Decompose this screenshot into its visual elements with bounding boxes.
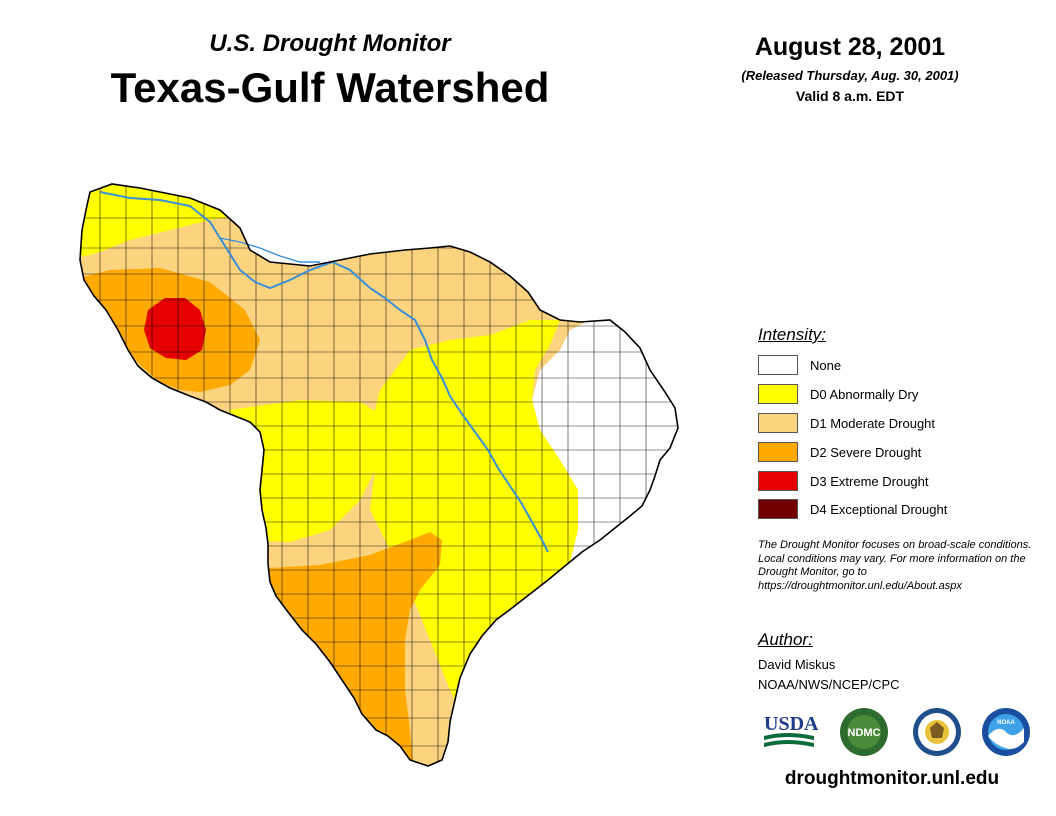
legend-swatch (758, 471, 798, 491)
legend-label: D0 Abnormally Dry (810, 387, 919, 402)
legend-label: D4 Exceptional Drought (810, 502, 948, 517)
legend-swatch (758, 499, 798, 519)
usda-logo-text: USDA (764, 713, 819, 735)
legend-swatch (758, 442, 798, 462)
usda-logo: USDA (764, 713, 819, 747)
legend-label: D3 Extreme Drought (810, 474, 929, 489)
drought-areas (80, 184, 678, 766)
legend-title: Intensity: (758, 325, 827, 344)
legend-label: None (810, 358, 842, 373)
ndmc-logo: NDMC (840, 708, 888, 756)
author-heading: Author: (758, 630, 813, 649)
drought-map (79, 183, 679, 767)
partner-logos: USDA NDMC NOAA (764, 708, 1030, 756)
river-tributary (219, 237, 320, 263)
ndmc-logo-text: NDMC (848, 727, 881, 739)
commerce-seal-icon (913, 708, 961, 756)
legend-label: D2 Severe Drought (810, 445, 922, 460)
disclaimer-note: The Drought Monitor focuses on broad-sca… (758, 539, 1032, 592)
legend-label: D1 Moderate Drought (810, 416, 936, 431)
map-date: August 28, 2001 (754, 33, 946, 61)
author-organization: NOAA/NWS/NCEP/CPC (758, 677, 900, 692)
noaa-logo: NOAA (982, 708, 1030, 756)
website-url[interactable]: droughtmonitor.unl.edu (784, 768, 1000, 789)
author-name: David Miskus (758, 657, 836, 672)
valid-time: Valid 8 a.m. EDT (795, 88, 905, 104)
release-date: (Released Thursday, Aug. 30, 2001) (741, 68, 959, 83)
legend-swatch (758, 355, 798, 375)
map-subtitle: U.S. Drought Monitor (209, 30, 451, 57)
legend-swatch (758, 384, 798, 404)
noaa-logo-text: NOAA (997, 720, 1015, 726)
legend-swatch (758, 413, 798, 433)
area-d3-northwest (144, 298, 206, 360)
map-title: Texas-Gulf Watershed (110, 64, 550, 111)
